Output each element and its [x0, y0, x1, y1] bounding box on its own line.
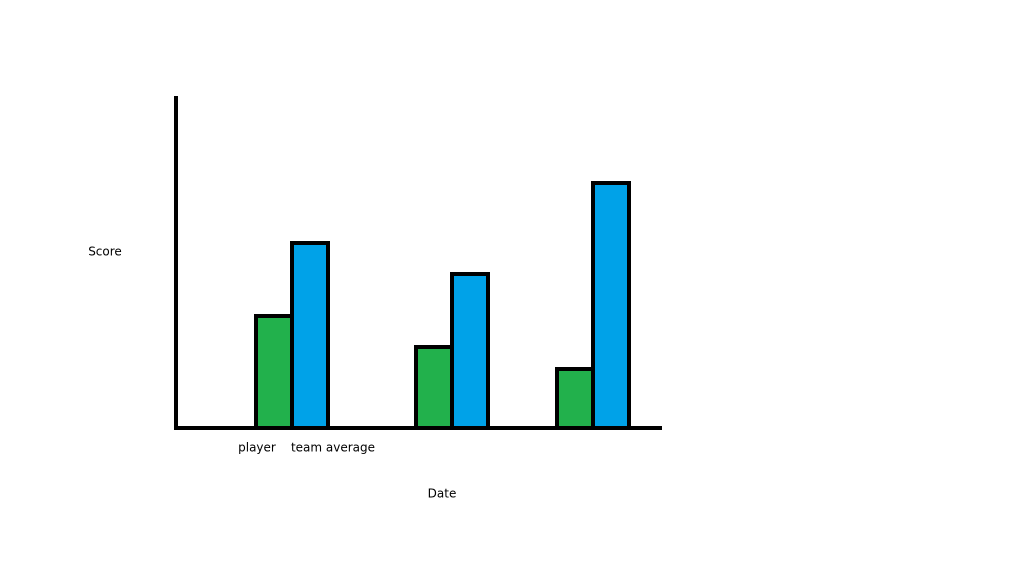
legend-label: team average — [291, 441, 375, 455]
bar — [591, 181, 631, 430]
bar — [254, 314, 294, 430]
bar — [450, 272, 490, 430]
legend-label: player — [238, 441, 276, 455]
bar — [290, 241, 330, 430]
y-axis-label: Score — [88, 245, 122, 259]
bar — [414, 345, 454, 430]
bar — [555, 367, 595, 430]
x-axis-label: Date — [428, 487, 457, 501]
